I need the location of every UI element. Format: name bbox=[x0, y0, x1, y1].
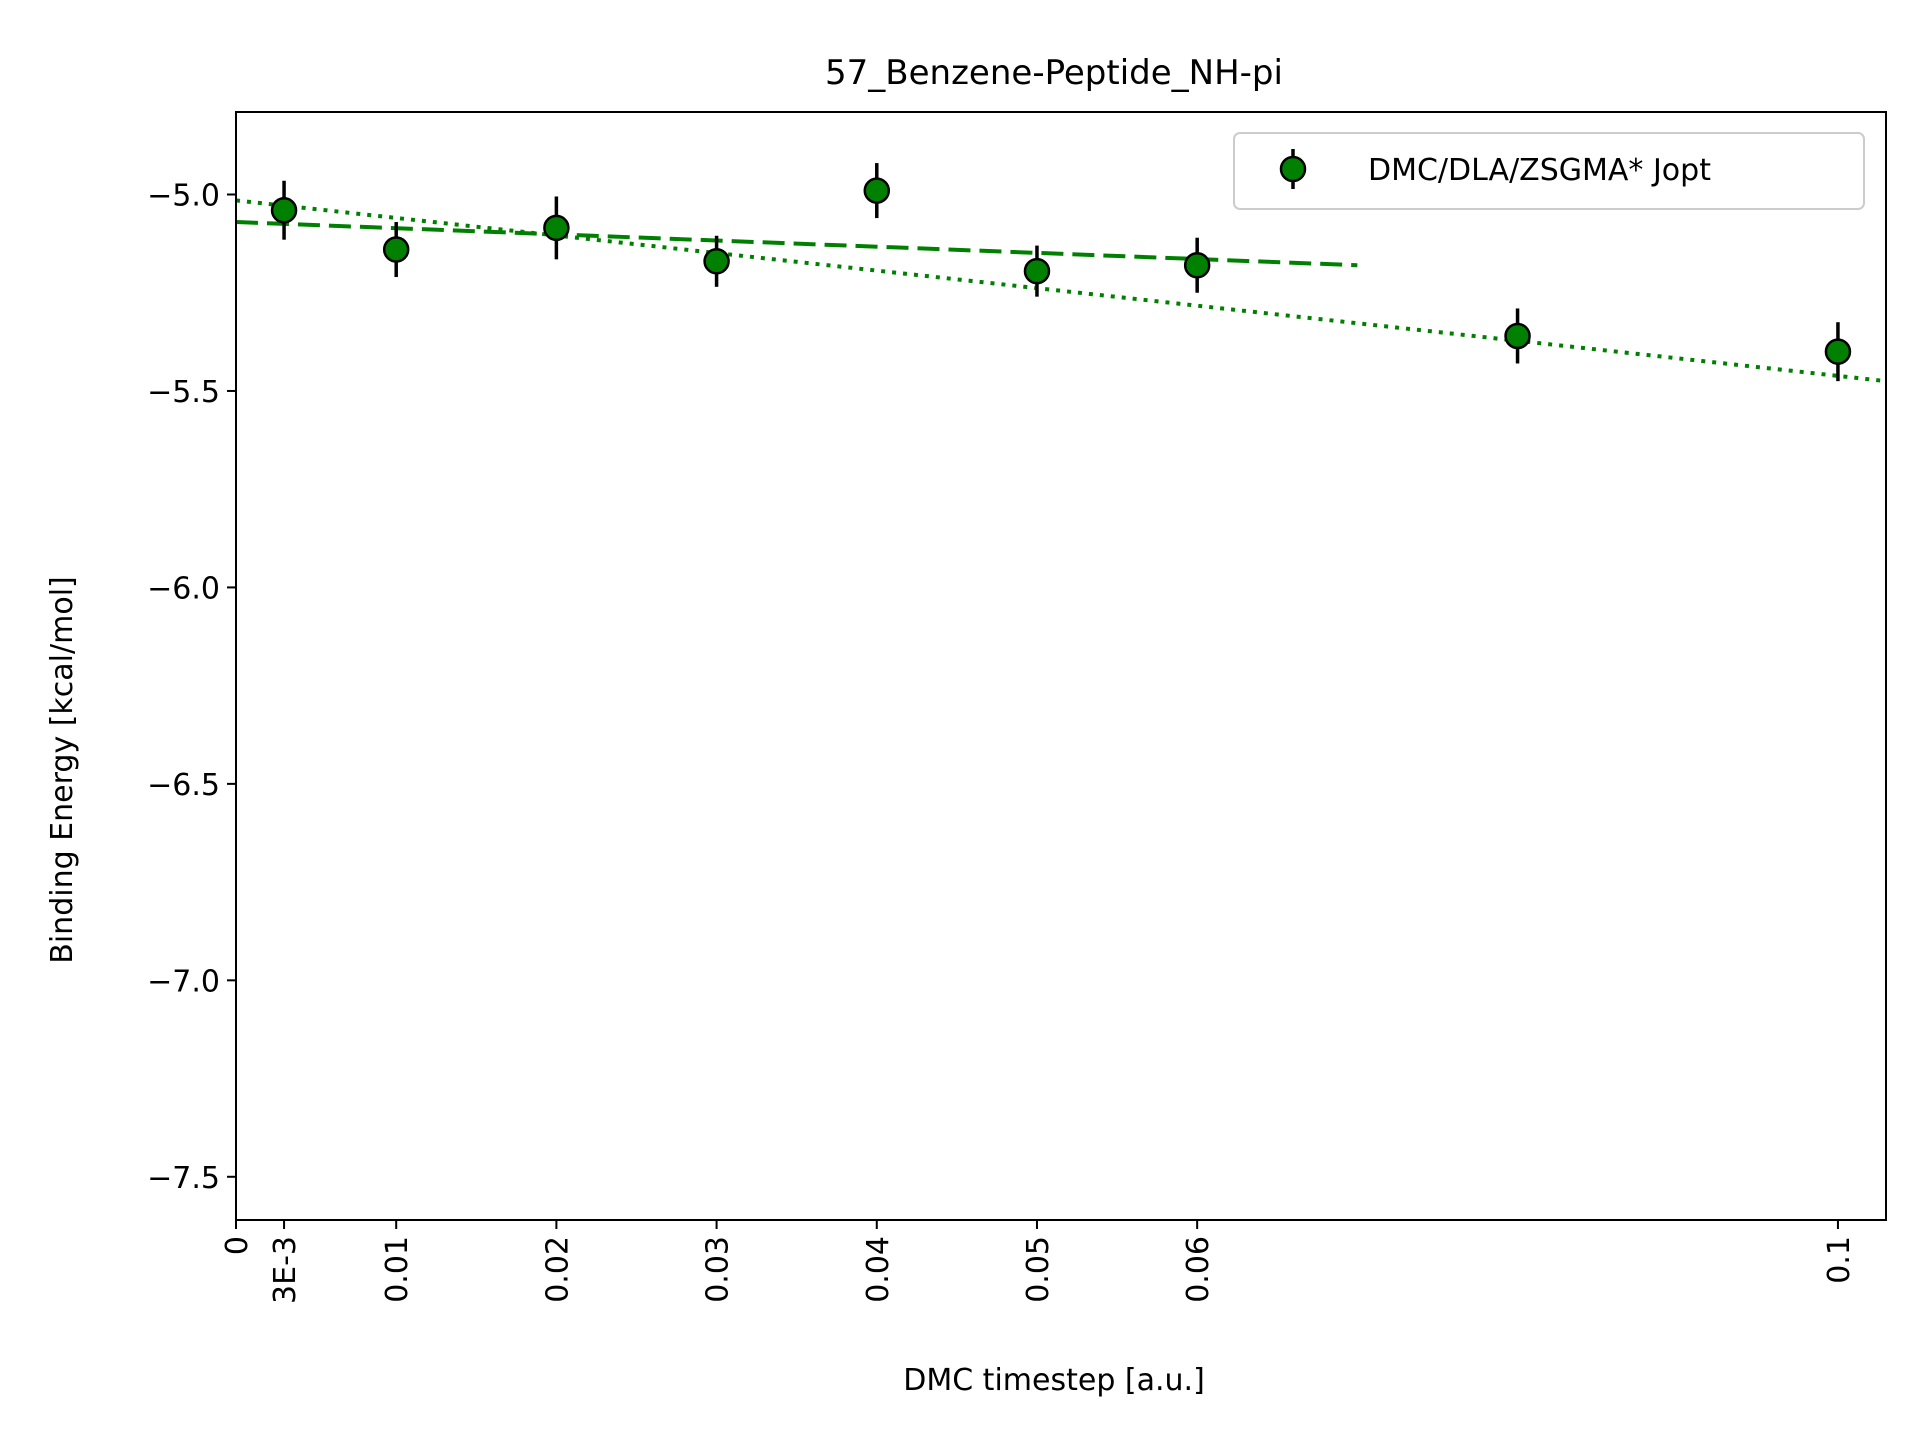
y-tick-label: −7.0 bbox=[147, 964, 220, 999]
data-point bbox=[863, 177, 891, 204]
x-tick-label: 0 bbox=[220, 1236, 255, 1255]
x-tick-label: 0.01 bbox=[380, 1236, 415, 1303]
data-point bbox=[703, 248, 730, 275]
y-axis: −5.0 −5.5 −6.0 −6.5 −7.0 −7.5 bbox=[147, 179, 236, 1196]
x-axis-label: DMC timestep [a.u.] bbox=[903, 1363, 1205, 1398]
fit-line-dashed bbox=[236, 220, 1358, 268]
data-point bbox=[382, 236, 410, 263]
y-tick-label: −6.5 bbox=[147, 768, 220, 803]
data-point bbox=[543, 214, 570, 242]
legend: DMC/DLA/ZSGMA* Jopt bbox=[1233, 132, 1865, 210]
axes-frame bbox=[235, 111, 1887, 1221]
data-point bbox=[1824, 338, 1852, 365]
data-point bbox=[270, 196, 298, 224]
fit-line-dotted bbox=[236, 198, 1886, 384]
x-tick-label: 0.06 bbox=[1181, 1236, 1216, 1303]
legend-marker bbox=[1279, 155, 1307, 183]
x-tick-label: 0.04 bbox=[861, 1236, 896, 1303]
x-tick-label: 3E-3 bbox=[268, 1236, 303, 1304]
y-axis-label: Binding Energy [kcal/mol] bbox=[45, 576, 80, 963]
x-tick-label: 0.02 bbox=[540, 1236, 575, 1303]
data-point bbox=[1183, 251, 1211, 279]
x-tick-label: 0.03 bbox=[701, 1236, 736, 1303]
data-point bbox=[1023, 257, 1051, 285]
y-tick-label: −5.5 bbox=[147, 375, 220, 410]
y-tick-label: −6.0 bbox=[147, 571, 220, 606]
legend-label: DMC/DLA/ZSGMA* Jopt bbox=[1368, 153, 1711, 188]
y-tick-label: −7.5 bbox=[147, 1161, 220, 1196]
x-tick-label: 0.05 bbox=[1021, 1236, 1056, 1303]
x-axis: 0 3E-3 0.01 0.02 0.03 0.04 0.05 0.06 0.1 bbox=[220, 1220, 1857, 1304]
x-tick-label: 0.1 bbox=[1822, 1236, 1857, 1284]
chart-title: 57_Benzene-Peptide_NH-pi bbox=[825, 53, 1283, 93]
y-tick-label: −5.0 bbox=[147, 179, 220, 214]
plot-area bbox=[236, 163, 1886, 384]
legend-box bbox=[1233, 132, 1865, 210]
data-point bbox=[1504, 322, 1531, 350]
